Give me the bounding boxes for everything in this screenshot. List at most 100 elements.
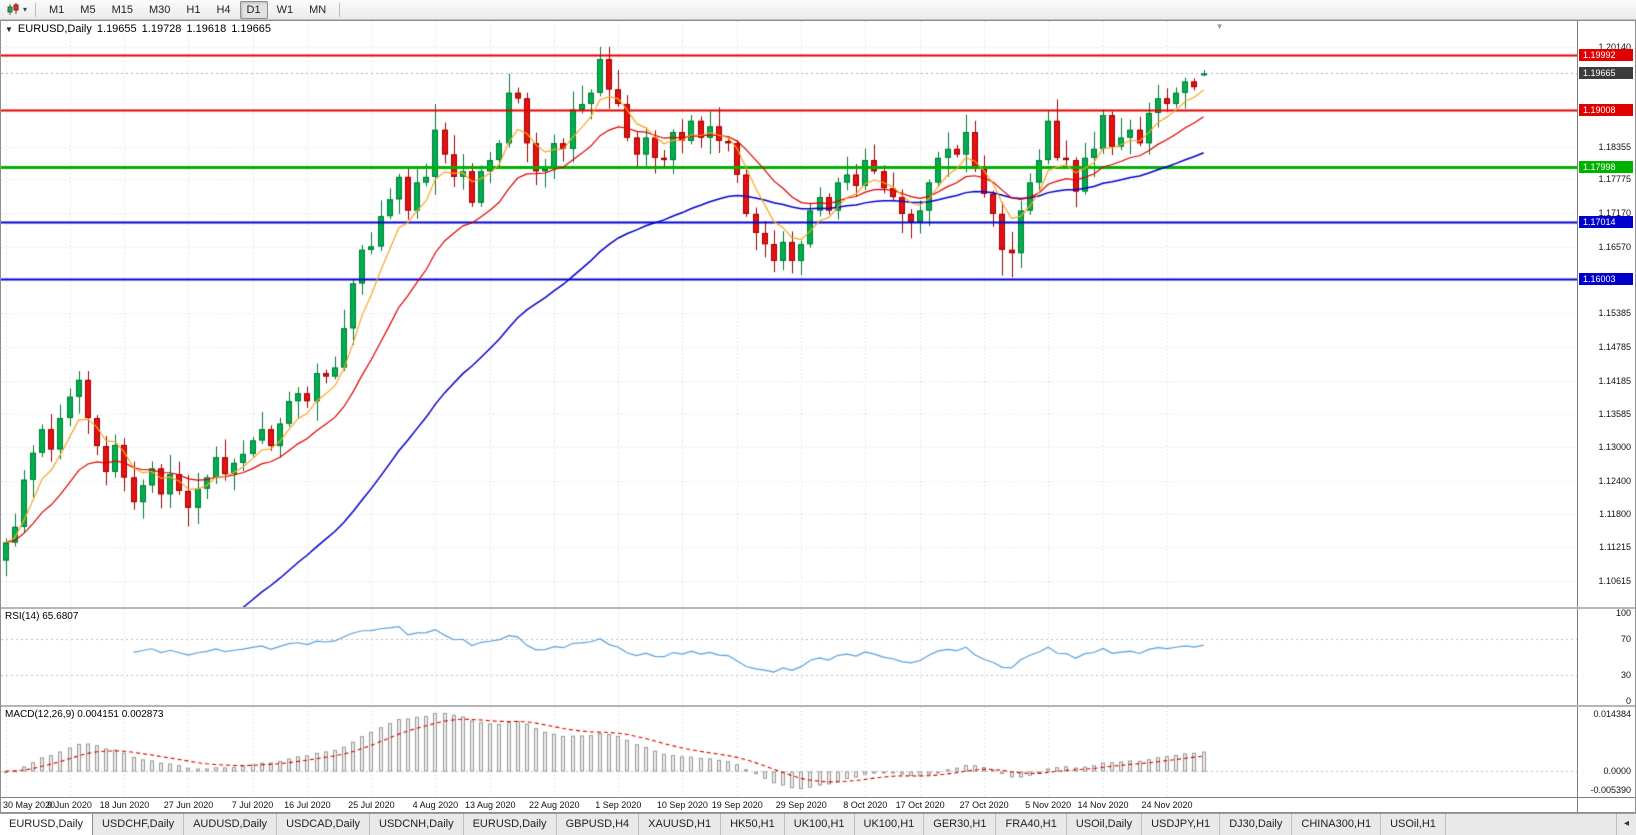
date-tick-label: 17 Oct 2020 — [895, 800, 945, 810]
date-tick-label: 25 Jul 2020 — [348, 800, 395, 810]
date-tick-label: 24 Nov 2020 — [1141, 800, 1193, 810]
rsi-label: RSI(14) 65.6807 — [5, 611, 79, 622]
rsi-plot[interactable]: RSI(14) 65.6807 — [1, 609, 1577, 705]
level-price-badge: 1.17014 — [1579, 216, 1633, 229]
ohlc-close: 1.19665 — [231, 23, 271, 35]
date-tick-label: 7 Jul 2020 — [231, 800, 274, 810]
date-tick-label: 22 Aug 2020 — [529, 800, 580, 810]
level-price-badge: 1.19008 — [1579, 104, 1633, 117]
rsi-tick-label: 0 — [1625, 696, 1631, 705]
ohlc-open: 1.19655 — [96, 23, 137, 35]
price-tick-label: 1.13000 — [1598, 442, 1631, 453]
tabs-scroll-left-icon[interactable]: ◂ — [1615, 814, 1636, 835]
chart-tab-usdcnh-daily[interactable]: USDCNH,Daily — [370, 814, 464, 835]
date-tick-label: 29 Sep 2020 — [775, 800, 827, 810]
chart-tab-fra40-h1[interactable]: FRA40,H1 — [996, 814, 1067, 835]
rsi-tick-label: 70 — [1620, 634, 1631, 645]
price-tick-label: 1.20140 — [1598, 41, 1631, 52]
macd-canvas[interactable] — [1, 707, 1577, 797]
chart-window: ▼ EURUSD,Daily 1.19655 1.19728 1.19618 1… — [0, 20, 1636, 813]
date-tick-label: 5 Nov 2020 — [1025, 800, 1072, 810]
chart-type-dropdown-icon[interactable]: ▾ — [23, 5, 28, 14]
macd-scale-max: 0.014384 — [1593, 709, 1631, 719]
macd-panel: MACD(12,26,9) 0.004151 0.002873 0.014384… — [1, 707, 1635, 797]
chart-tab-gbpusd-h4[interactable]: GBPUSD,H4 — [557, 814, 640, 835]
candlestick-chart-icon[interactable] — [4, 3, 23, 16]
chart-tab-eurusd-daily[interactable]: EURUSD,Daily — [464, 814, 557, 835]
timeframe-button-mn[interactable]: MN — [309, 3, 327, 16]
panel-splitter[interactable] — [1, 705, 1635, 707]
timeframe-button-m30[interactable]: M30 — [148, 3, 171, 16]
date-tick-label: 30 May 2020 — [3, 800, 56, 810]
price-scale[interactable]: 1.20140 1.18355 1.17775 1.17170 1.16570 1.153… — [1577, 21, 1635, 607]
date-tick-label: 27 Jun 2020 — [163, 800, 214, 810]
level-price-badge: 1.19992 — [1579, 49, 1633, 62]
chart-title: ▼ EURUSD,Daily 1.19655 1.19728 1.19618 1… — [5, 23, 271, 35]
macd-scale[interactable]: 0.014384 0.0000 -0.005390 — [1577, 707, 1635, 797]
price-tick-label: 1.17170 — [1598, 208, 1631, 219]
timeframe-button-m5[interactable]: M5 — [80, 3, 96, 16]
price-tick-label: 1.11800 — [1599, 509, 1631, 520]
date-tick-label: 16 Jul 2020 — [284, 800, 331, 810]
chart-tab-china300-h1[interactable]: CHINA300,H1 — [1292, 814, 1382, 835]
main-chart-plot[interactable]: ▼ EURUSD,Daily 1.19655 1.19728 1.19618 1… — [1, 21, 1577, 607]
axis-corner — [1577, 798, 1635, 812]
chart-tab-usdchf-daily[interactable]: USDCHF,Daily — [93, 814, 185, 835]
timeframe-button-w1[interactable]: W1 — [276, 3, 294, 16]
chart-tab-usdcad-daily[interactable]: USDCAD,Daily — [277, 814, 371, 835]
chart-tab-uk100-h1[interactable]: UK100,H1 — [855, 814, 925, 835]
toolbar-separator — [35, 2, 37, 17]
time-axis[interactable]: 30 May 2020 9 Jun 2020 18 Jun 2020 27 Jun 2… — [1, 798, 1577, 812]
ohlc-low: 1.19618 — [186, 23, 227, 35]
main-price-panel: ▼ EURUSD,Daily 1.19655 1.19728 1.19618 1… — [1, 21, 1635, 607]
candlestick-canvas[interactable] — [1, 21, 1577, 607]
timeframe-button-h4[interactable]: H4 — [216, 3, 231, 16]
chart-tab-usdjpy-h1[interactable]: USDJPY,H1 — [1142, 814, 1221, 835]
toolbar-separator — [339, 2, 341, 17]
quote-panel-toggle-icon[interactable]: ▼ — [5, 24, 13, 34]
date-tick-label: 9 Jun 2020 — [47, 800, 92, 810]
price-tick-label: 1.14185 — [1598, 375, 1631, 386]
level-price-badge: 1.17998 — [1579, 160, 1633, 173]
rsi-panel: RSI(14) 65.6807 100 70 30 0 — [1, 609, 1635, 705]
timeframe-button-h1[interactable]: H1 — [186, 3, 201, 16]
toolbar: ▾ M1 M5 M15 M30 H1 H4 D1 W1 MN — [0, 0, 1636, 20]
macd-scale-min: -0.005390 — [1590, 785, 1631, 795]
chart-tab-xauusd-h1[interactable]: XAUUSD,H1 — [639, 814, 722, 835]
chart-tab-eurusd-daily[interactable]: EURUSD,Daily — [0, 814, 93, 835]
chart-tab-ger30-h1[interactable]: GER30,H1 — [924, 814, 997, 835]
date-tick-label: 27 Oct 2020 — [959, 800, 1009, 810]
chart-shift-marker-icon[interactable]: ▼ — [1215, 22, 1224, 31]
chart-tab-hk50-h1[interactable]: HK50,H1 — [721, 814, 785, 835]
price-tick-label: 1.18355 — [1598, 141, 1631, 152]
level-price-badge: 1.16003 — [1579, 272, 1633, 285]
time-axis-row: 30 May 2020 9 Jun 2020 18 Jun 2020 27 Jun 2… — [1, 797, 1635, 812]
current-price-badge: 1.19665 — [1579, 67, 1633, 80]
rsi-tick-label: 100 — [1615, 609, 1631, 618]
timeframe-button-m1[interactable]: M1 — [49, 3, 65, 16]
price-tick-label: 1.12400 — [1598, 475, 1631, 486]
price-tick-label: 1.10615 — [1598, 575, 1631, 586]
date-tick-label: 14 Nov 2020 — [1077, 800, 1129, 810]
chart-tab-audusd-daily[interactable]: AUDUSD,Daily — [184, 814, 278, 835]
date-tick-label: 4 Aug 2020 — [412, 800, 459, 810]
date-tick-label: 8 Oct 2020 — [843, 800, 888, 810]
chart-tab-usoil-daily[interactable]: USOil,Daily — [1067, 814, 1143, 835]
panel-splitter[interactable] — [1, 607, 1635, 609]
price-tick-label: 1.17775 — [1598, 174, 1631, 185]
macd-plot[interactable]: MACD(12,26,9) 0.004151 0.002873 — [1, 707, 1577, 797]
timeframe-group: M1 M5 M15 M30 H1 H4 D1 W1 MN — [41, 0, 334, 19]
price-tick-label: 1.11215 — [1599, 542, 1631, 553]
date-tick-label: 10 Sep 2020 — [656, 800, 708, 810]
rsi-scale[interactable]: 100 70 30 0 — [1577, 609, 1635, 705]
symbol-title: EURUSD,Daily — [17, 23, 92, 35]
timeframe-button-m15[interactable]: M15 — [111, 3, 133, 16]
chart-tab-dj30-daily[interactable]: DJ30,Daily — [1220, 814, 1293, 835]
rsi-canvas[interactable] — [1, 609, 1577, 705]
chart-tabs-bar: EURUSD,Daily USDCHF,Daily AUDUSD,Daily USDC… — [0, 813, 1636, 835]
chart-tab-usoil-h1[interactable]: USOil,H1 — [1381, 814, 1446, 835]
chart-tab-uk100-h1[interactable]: UK100,H1 — [785, 814, 855, 835]
date-tick-label: 18 Jun 2020 — [99, 800, 150, 810]
timeframe-button-d1[interactable]: D1 — [239, 0, 268, 19]
